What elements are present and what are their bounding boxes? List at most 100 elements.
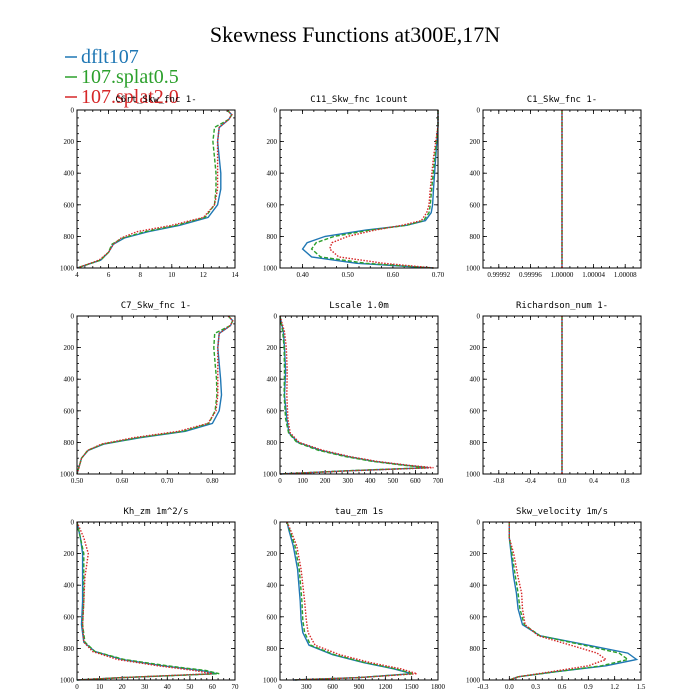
y-tick-label: 200 <box>267 138 278 146</box>
x-tick-label: 700 <box>433 477 444 485</box>
y-tick-label: 600 <box>470 201 481 209</box>
x-tick-label: 1.00004 <box>582 271 605 279</box>
x-tick-label: 0.99992 <box>487 271 510 279</box>
panel-1: C6rt_Skw_fnc 1- 4 6 8 10 12 14 0 200 400 600 800 100… <box>60 95 239 279</box>
series-line-107.splat0.5 <box>310 110 439 269</box>
series-line-dflt107 <box>76 521 218 681</box>
x-tick-label: 50 <box>186 683 194 691</box>
y-tick-label: 1000 <box>263 677 278 685</box>
legend-label-dflt107: dflt107 <box>81 46 139 68</box>
x-tick-label: 0.50 <box>71 477 84 485</box>
series-line-dflt107 <box>279 315 430 475</box>
x-tick-label: 20 <box>119 683 127 691</box>
series-line-107.splat2.0 <box>328 110 439 269</box>
y-tick-label: 600 <box>470 407 481 415</box>
panel-9: Skw_velocity 1m/s -0.3 0.0 0.3 0.6 0.9 1.2 1.5 0… <box>466 507 646 691</box>
panel-title: Kh_zm 1m^2/s <box>123 507 188 517</box>
y-tick-label: 200 <box>470 138 481 146</box>
series-line-107.splat2.0 <box>76 109 233 269</box>
y-tick-label: 200 <box>470 550 481 558</box>
y-tick-label: 600 <box>267 201 278 209</box>
x-tick-label: 0.8 <box>621 477 630 485</box>
y-tick-label: 200 <box>64 550 75 558</box>
y-tick-label: 600 <box>267 407 278 415</box>
panel-7: Kh_zm 1m^2/s 0 10 20 30 40 50 60 70 0 200 400 600 800… <box>60 507 239 691</box>
y-tick-label: 0 <box>274 107 278 115</box>
y-tick-label: 800 <box>267 645 278 653</box>
series-line-dflt107 <box>76 315 234 475</box>
x-tick-label: 14 <box>232 271 240 279</box>
x-tick-label: 10 <box>96 683 104 691</box>
y-tick-label: 0 <box>477 519 481 527</box>
x-tick-label: 900 <box>354 683 365 691</box>
x-tick-label: 1.00008 <box>614 271 637 279</box>
y-tick-label: 600 <box>64 201 75 209</box>
y-tick-label: 400 <box>64 582 75 590</box>
y-tick-label: 0 <box>477 107 481 115</box>
series-line-107.splat2.0 <box>279 315 434 475</box>
series-line-107.splat0.5 <box>286 521 414 681</box>
y-tick-label: 200 <box>470 344 481 352</box>
y-tick-label: 0 <box>477 313 481 321</box>
series-line-107.splat0.5 <box>76 315 234 475</box>
x-tick-label: 1200 <box>378 683 393 691</box>
y-tick-label: 1000 <box>466 677 481 685</box>
x-tick-label: 600 <box>410 477 421 485</box>
x-tick-label: 500 <box>388 477 399 485</box>
legend-label-splat0.5: 107.splat0.5 <box>81 66 179 88</box>
y-tick-label: 600 <box>470 613 481 621</box>
x-tick-label: 10 <box>168 271 176 279</box>
x-tick-label: 200 <box>320 477 331 485</box>
x-tick-label: 4 <box>75 271 79 279</box>
panel-8: tau_zm 1s 0 300 600 900 1200 1500 1800 0 200 400 60… <box>263 507 446 691</box>
y-tick-label: 400 <box>267 582 278 590</box>
x-tick-label: -0.3 <box>477 683 489 691</box>
y-tick-label: 1000 <box>60 471 75 479</box>
y-tick-label: 800 <box>267 233 278 241</box>
y-tick-label: 600 <box>64 613 75 621</box>
y-tick-label: 1000 <box>263 265 278 273</box>
y-tick-label: 800 <box>470 233 481 241</box>
x-tick-label: 1.5 <box>637 683 646 691</box>
panel-title: C6rt_Skw_fnc 1- <box>115 95 196 105</box>
x-tick-label: 600 <box>327 683 338 691</box>
panel-frame <box>279 109 439 269</box>
x-tick-label: 0.0 <box>505 683 514 691</box>
x-tick-label: 60 <box>209 683 217 691</box>
series-line-107.splat2.0 <box>508 522 608 681</box>
x-tick-label: 0 <box>278 477 282 485</box>
x-tick-label: 0.40 <box>296 271 309 279</box>
series-line-107.splat2.0 <box>76 521 213 681</box>
y-tick-label: 400 <box>470 170 481 178</box>
y-tick-label: 800 <box>470 439 481 447</box>
x-tick-label: 0.99996 <box>519 271 542 279</box>
panel-3: C1_Skw_fnc 1- 0.99992 0.99996 1.00000 1.0000… <box>466 95 642 279</box>
x-tick-label: 12 <box>200 271 208 279</box>
y-tick-label: 800 <box>64 439 75 447</box>
y-tick-label: 1000 <box>263 471 278 479</box>
x-tick-label: 0.6 <box>558 683 567 691</box>
y-tick-label: 600 <box>267 613 278 621</box>
series-line-107.splat0.5 <box>279 315 427 475</box>
panel-frame <box>279 315 439 475</box>
y-tick-label: 400 <box>470 376 481 384</box>
panel-frame <box>76 521 236 681</box>
series-line-dflt107 <box>76 109 233 269</box>
y-tick-label: 600 <box>64 407 75 415</box>
y-tick-label: 0 <box>71 107 75 115</box>
x-tick-label: 300 <box>301 683 312 691</box>
x-tick-label: 0.70 <box>161 477 174 485</box>
y-tick-label: 200 <box>267 344 278 352</box>
x-tick-label: 0 <box>278 683 282 691</box>
series-line-dflt107 <box>286 521 412 681</box>
series-line-dflt107 <box>301 110 439 269</box>
series-line-107.splat0.5 <box>508 522 630 681</box>
y-tick-label: 400 <box>64 376 75 384</box>
x-tick-label: 0.3 <box>531 683 540 691</box>
x-tick-label: 0.0 <box>558 477 567 485</box>
y-tick-label: 200 <box>64 138 75 146</box>
y-tick-label: 800 <box>64 645 75 653</box>
y-tick-label: 0 <box>71 519 75 527</box>
series-line-107.splat0.5 <box>76 521 220 681</box>
y-tick-label: 1000 <box>466 265 481 273</box>
